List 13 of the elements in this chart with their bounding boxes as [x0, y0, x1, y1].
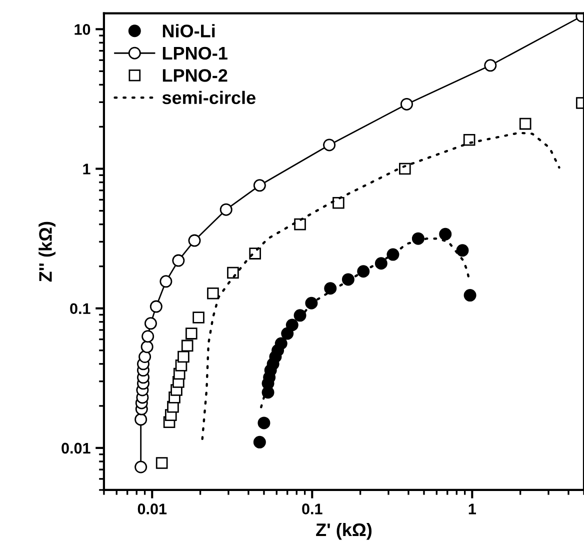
legend-label: semi-circle	[162, 90, 256, 104]
legend-label: NiO-Li	[162, 24, 215, 38]
x-tick-label: 1	[468, 504, 476, 514]
y-tick-label: 0.1	[70, 303, 90, 314]
y-tick-label: 10	[74, 24, 90, 35]
y-axis-title: Z'' (kΩ)	[38, 222, 56, 282]
legend-label: LPNO-2	[162, 69, 228, 82]
y-tick-label: 0.01	[62, 442, 90, 454]
x-tick-label: 0.01	[138, 504, 167, 514]
x-axis-title: Z' (kΩ)	[316, 522, 372, 540]
legend-label: LPNO-1	[162, 46, 228, 60]
y-tick-label: 1	[83, 164, 90, 174]
x-tick-label: 0.1	[302, 504, 322, 514]
